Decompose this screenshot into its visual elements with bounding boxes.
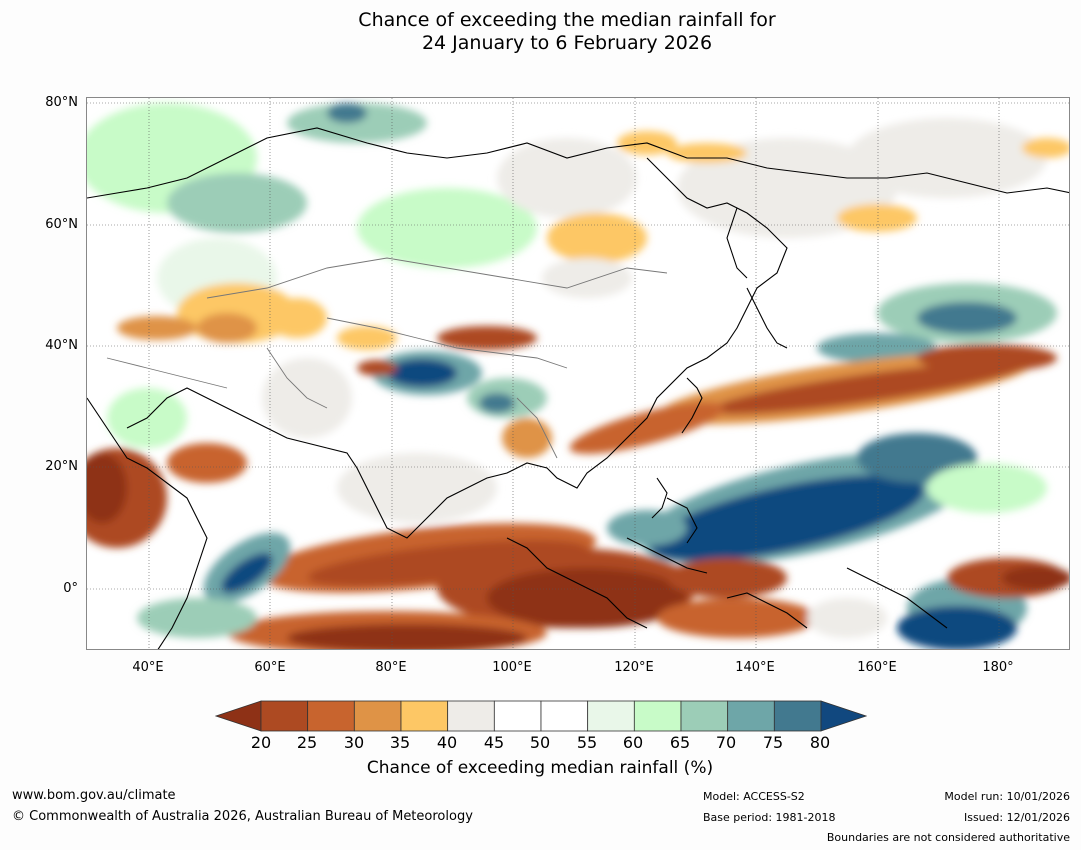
legend-swatch — [727, 700, 775, 732]
footer-url[interactable]: www.bom.gov.au/climate — [12, 788, 176, 803]
legend-tick: 30 — [343, 733, 365, 752]
legend-tick: 20 — [250, 733, 272, 752]
footer-issued: Issued: 12/01/2026 — [963, 811, 1070, 824]
lat-label-20n: 20°N — [45, 459, 78, 474]
legend-swatch — [493, 700, 542, 732]
legend-swatch — [447, 700, 495, 732]
lon-label-80e: 80°E — [375, 660, 407, 675]
coastlines — [87, 127, 1069, 649]
legend-swatch — [307, 700, 355, 732]
country-borders — [106, 257, 668, 459]
footer-model: Model: ACCESS-S2 — [703, 790, 805, 803]
map-title: Chance of exceeding the median rainfall … — [0, 9, 1081, 55]
legend-swatch — [540, 700, 589, 732]
legend-extend-high — [820, 700, 867, 732]
lon-label-140e: 140°E — [735, 660, 775, 675]
lon-label-180: 180° — [982, 660, 1014, 675]
legend-tick: 50 — [529, 733, 551, 752]
legend-tick: 45 — [483, 733, 505, 752]
legend-tick: 75 — [762, 733, 784, 752]
rainfall-probability-map — [86, 97, 1070, 650]
lon-label-60e: 60°E — [254, 660, 286, 675]
lon-label-120e: 120°E — [614, 660, 654, 675]
footer-disclaimer: Boundaries are not considered authoritat… — [826, 831, 1070, 844]
lon-label-160e: 160°E — [857, 660, 897, 675]
legend-extend-low — [215, 700, 262, 732]
legend-tick: 40 — [436, 733, 458, 752]
legend-tick: 55 — [576, 733, 598, 752]
legend-swatch — [773, 700, 822, 732]
lon-label-100e: 100°E — [492, 660, 532, 675]
map-title-line2: 24 January to 6 February 2026 — [421, 32, 713, 54]
lon-label-40e: 40°E — [132, 660, 164, 675]
lat-label-60n: 60°N — [45, 217, 78, 232]
legend-tick: 35 — [389, 733, 411, 752]
map-title-line1: Chance of exceeding the median rainfall … — [358, 9, 776, 31]
lat-label-equator: 0° — [63, 581, 78, 596]
footer-copyright: © Commonwealth of Australia 2026, Austra… — [12, 809, 473, 824]
footer-model-run: Model run: 10/01/2026 — [944, 790, 1070, 803]
legend-tick: 65 — [669, 733, 691, 752]
probability-fields — [87, 103, 1069, 649]
legend-swatch — [680, 700, 729, 732]
legend-swatch — [633, 700, 682, 732]
legend-swatch — [353, 700, 402, 732]
legend-colorbar — [215, 700, 867, 732]
footer-base-period: Base period: 1981-2018 — [703, 811, 836, 824]
legend-swatch — [260, 700, 309, 732]
legend-swatch — [587, 700, 635, 732]
lat-label-80n: 80°N — [45, 95, 78, 110]
legend-swatch — [400, 700, 449, 732]
legend-tick: 60 — [622, 733, 644, 752]
legend-tick: 70 — [715, 733, 737, 752]
legend-label: Chance of exceeding median rainfall (%) — [366, 758, 714, 778]
lat-label-40n: 40°N — [45, 338, 78, 353]
map-canvas — [87, 98, 1069, 649]
legend-tick: 25 — [296, 733, 318, 752]
graticule — [87, 98, 1069, 649]
legend-tick: 80 — [809, 733, 831, 752]
